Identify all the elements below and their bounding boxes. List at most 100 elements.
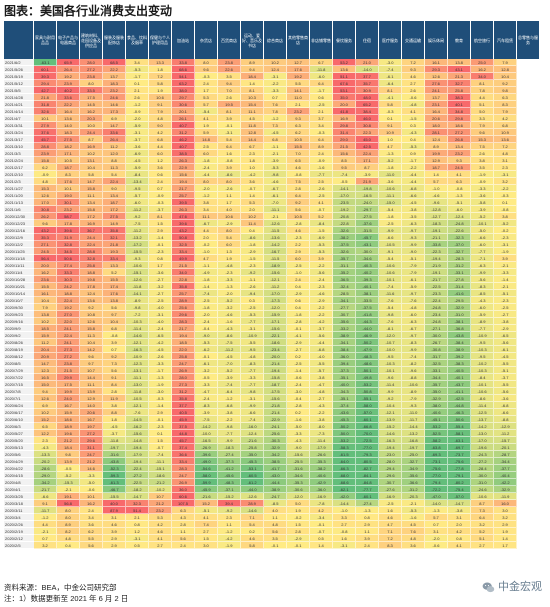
heatmap-cell: 1.0 <box>379 136 402 143</box>
heatmap-cell: 27.6 <box>425 80 448 87</box>
heatmap-cell: -2.2 <box>310 304 333 311</box>
heatmap-cell: 7.1 <box>379 528 402 535</box>
heatmap-cell: 16.1 <box>34 290 57 297</box>
heatmap-cell: 1.5 <box>149 437 172 444</box>
heatmap-cell: 23.8 <box>218 59 241 66</box>
heatmap-cell: 6.0 <box>149 150 172 157</box>
heatmap-cell: 7.2 <box>402 59 425 66</box>
heatmap-cell: -35.6 <box>333 318 356 325</box>
heatmap-cell: 16.5 <box>34 374 57 381</box>
heatmap-cell: 7.8 <box>264 108 287 115</box>
heatmap-cell: -35.0 <box>241 451 264 458</box>
heatmap-cell: 24.1 <box>425 87 448 94</box>
heatmap-cell: -1.6 <box>287 416 310 423</box>
heatmap-cell: 0.6 <box>287 297 310 304</box>
heatmap-cell: 23.9 <box>57 80 80 87</box>
heatmap-cell: -39.2 <box>448 353 471 360</box>
heatmap-cell: 43.2 <box>34 227 57 234</box>
heatmap-cell: -37.1 <box>218 486 241 493</box>
heatmap-cell: -2.1 <box>264 150 287 157</box>
heatmap-cell: -16.3 <box>126 346 149 353</box>
heatmap-cell: -2.3 <box>494 234 517 241</box>
heatmap-cell: -12.4 <box>448 213 471 220</box>
heatmap-cell: 1.4 <box>425 171 448 178</box>
heatmap-cell: -36.8 <box>448 325 471 332</box>
heatmap-cell: -10.6 <box>379 185 402 192</box>
heatmap-cell: 10.6 <box>149 94 172 101</box>
heatmap-cell: -12.3 <box>126 360 149 367</box>
heatmap-cell: -0.3 <box>494 192 517 199</box>
heatmap-cell: 3.3 <box>471 115 494 122</box>
heatmap-cell: -10.9 <box>241 332 264 339</box>
heatmap-cell: 45.7 <box>34 136 57 143</box>
heatmap-cell: 10.0 <box>80 122 103 129</box>
heatmap-cell: 14.5 <box>80 101 103 108</box>
heatmap-cell: 27.0 <box>57 311 80 318</box>
heatmap-cell: -2.6 <box>149 353 172 360</box>
heatmap-cell: -4.3 <box>471 297 494 304</box>
heatmap-cell: -34.2 <box>264 451 287 458</box>
heatmap-cell: 3.4 <box>310 122 333 129</box>
heatmap-cell: 14.2 <box>80 346 103 353</box>
heatmap-cell: 3.9 <box>103 339 126 346</box>
heatmap-cell: 35.8 <box>172 395 195 402</box>
heatmap-cell: 5.4 <box>103 171 126 178</box>
heatmap-cell: 3.5 <box>264 535 287 542</box>
heatmap-cell: 7.9 <box>494 108 517 115</box>
heatmap-cell: -5.1 <box>402 255 425 262</box>
heatmap-cell: -55.1 <box>356 395 379 402</box>
heatmap-cell: 17.8 <box>57 220 80 227</box>
heatmap-cell: 6.4 <box>218 143 241 150</box>
heatmap-cell: -37.3 <box>218 458 241 465</box>
heatmap-cell: -69.7 <box>448 444 471 451</box>
heatmap-cell: -10.6 <box>379 262 402 269</box>
heatmap-cell: -21.7 <box>34 486 57 493</box>
heatmap-cell: -10.0 <box>379 346 402 353</box>
heatmap-cell: -0.3 <box>149 395 172 402</box>
row-date-label: 2021/4/21 <box>4 101 34 108</box>
heatmap-cell: -5.4 <box>195 108 218 115</box>
heatmap-cell: 7.5 <box>287 178 310 185</box>
heatmap-cell: -53.2 <box>425 423 448 430</box>
heatmap-cell: -0.3 <box>310 129 333 136</box>
heatmap-cell: 1.7 <box>218 199 241 206</box>
heatmap-cell: -24.8 <box>448 220 471 227</box>
heatmap-cell: -1.4 <box>494 276 517 283</box>
heatmap-cell: 11.9 <box>103 395 126 402</box>
heatmap-cell: -6.0 <box>402 311 425 318</box>
heatmap-cell: -34.6 <box>356 255 379 262</box>
heatmap-cell: -7.6 <box>379 318 402 325</box>
heatmap-cell: -1.8 <box>195 304 218 311</box>
heatmap-cell: -19.7 <box>402 444 425 451</box>
heatmap-cell: -80.2 <box>448 479 471 486</box>
heatmap-cell: -43.0 <box>264 472 287 479</box>
heatmap-cell: -0.1 <box>287 542 310 549</box>
heatmap-cell: 2.1 <box>287 101 310 108</box>
heatmap-cell: -38.9 <box>333 332 356 339</box>
heatmap-cell: 4.1 <box>402 108 425 115</box>
heatmap-cell: 51.4 <box>126 507 149 514</box>
heatmap-cell: -3.8 <box>402 206 425 213</box>
heatmap-cell: 9.7 <box>80 360 103 367</box>
row-date-label: 2020/12/9 <box>4 234 34 241</box>
heatmap-cell: 22.0 <box>172 346 195 353</box>
heatmap-cell: 1.7 <box>494 542 517 549</box>
heatmap-cell: 15.9 <box>57 409 80 416</box>
heatmap-cell: -36.5 <box>333 276 356 283</box>
row-date-label: 2020/11/25 <box>4 248 34 255</box>
heatmap-cell: -0.9 <box>471 178 494 185</box>
heatmap-cell: -14.7 <box>126 493 149 500</box>
column-header: 餐饮服务 <box>333 21 356 59</box>
heatmap-cell: 1.6 <box>218 150 241 157</box>
row-date-label: 2021/4/14 <box>4 108 34 115</box>
heatmap-cell: 2.3 <box>218 514 241 521</box>
heatmap-cell: -77.0 <box>425 472 448 479</box>
row-date-label: 2020/8/5 <box>4 360 34 367</box>
heatmap-cell: -53.2 <box>333 437 356 444</box>
heatmap-cell: 45.9 <box>172 416 195 423</box>
heatmap-cell: -1.7 <box>126 73 149 80</box>
heatmap-cell: 11.1 <box>241 108 264 115</box>
heatmap-cell: -11.6 <box>379 290 402 297</box>
heatmap-cell: -3.3 <box>195 381 218 388</box>
heatmap-cell: 3.2 <box>471 521 494 528</box>
